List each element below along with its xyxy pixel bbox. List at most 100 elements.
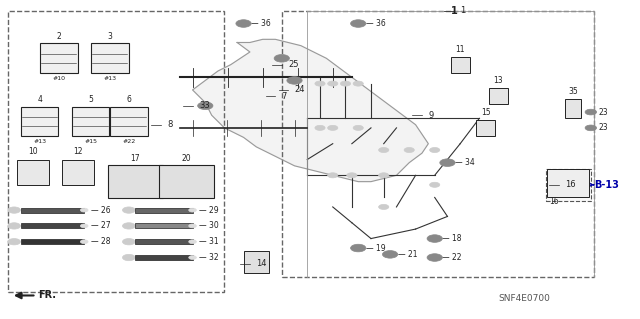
Text: 35: 35 xyxy=(569,87,579,96)
Text: 9: 9 xyxy=(428,111,433,120)
Text: — 34: — 34 xyxy=(455,158,475,167)
Bar xyxy=(17,160,49,185)
Text: 10: 10 xyxy=(28,147,38,156)
Circle shape xyxy=(427,254,442,261)
Circle shape xyxy=(122,223,135,229)
Text: — 26: — 26 xyxy=(91,206,110,215)
Text: 11: 11 xyxy=(456,45,465,54)
Bar xyxy=(282,11,594,277)
Text: 24: 24 xyxy=(294,85,305,94)
Bar xyxy=(20,239,84,244)
FancyBboxPatch shape xyxy=(40,43,77,73)
Circle shape xyxy=(427,235,442,242)
Circle shape xyxy=(8,239,20,245)
Bar xyxy=(135,223,193,228)
Text: 1: 1 xyxy=(451,6,457,16)
Circle shape xyxy=(274,55,289,62)
Text: 25: 25 xyxy=(288,60,299,69)
Text: #10: #10 xyxy=(52,76,65,81)
Text: — 31: — 31 xyxy=(199,237,218,246)
Text: — 36: — 36 xyxy=(251,19,271,28)
Bar xyxy=(489,88,508,104)
Text: #15: #15 xyxy=(84,139,97,144)
Text: 23: 23 xyxy=(598,108,608,116)
Text: 2: 2 xyxy=(56,32,61,41)
Circle shape xyxy=(353,81,364,86)
Text: 12: 12 xyxy=(73,147,83,156)
Circle shape xyxy=(328,81,338,86)
Text: 16: 16 xyxy=(549,197,559,206)
Text: #22: #22 xyxy=(122,139,136,144)
Circle shape xyxy=(379,173,389,178)
Bar xyxy=(62,160,94,185)
Text: — 27: — 27 xyxy=(91,221,110,230)
Circle shape xyxy=(189,256,196,259)
Circle shape xyxy=(8,207,20,213)
Text: — 22: — 22 xyxy=(442,253,462,262)
Text: 33: 33 xyxy=(199,101,210,110)
Bar xyxy=(244,251,269,273)
Text: 17: 17 xyxy=(131,154,140,163)
Text: 4: 4 xyxy=(37,95,42,104)
FancyBboxPatch shape xyxy=(91,43,129,73)
Circle shape xyxy=(189,224,196,228)
Text: 14: 14 xyxy=(256,259,267,268)
Circle shape xyxy=(122,207,135,213)
Circle shape xyxy=(440,159,455,167)
Circle shape xyxy=(429,147,440,152)
Bar xyxy=(135,239,193,244)
Circle shape xyxy=(347,173,357,178)
Text: — 21: — 21 xyxy=(397,250,417,259)
Text: — 29: — 29 xyxy=(199,206,218,215)
Bar xyxy=(135,208,193,213)
Bar xyxy=(546,169,591,201)
Circle shape xyxy=(315,125,325,130)
Text: SNF4E0700: SNF4E0700 xyxy=(499,294,550,303)
Circle shape xyxy=(122,254,135,261)
FancyBboxPatch shape xyxy=(108,165,163,198)
FancyBboxPatch shape xyxy=(159,165,214,198)
Text: #13: #13 xyxy=(103,76,116,81)
Circle shape xyxy=(328,125,338,130)
Bar xyxy=(135,255,193,260)
Bar xyxy=(20,208,84,213)
Circle shape xyxy=(189,240,196,244)
Bar xyxy=(476,120,495,136)
FancyBboxPatch shape xyxy=(110,107,148,137)
Bar xyxy=(20,223,84,228)
FancyBboxPatch shape xyxy=(72,107,109,137)
Circle shape xyxy=(353,125,364,130)
Bar xyxy=(8,11,225,292)
Circle shape xyxy=(287,77,302,84)
Text: 1: 1 xyxy=(460,6,465,15)
Circle shape xyxy=(328,173,338,178)
Circle shape xyxy=(236,20,251,27)
Circle shape xyxy=(340,81,351,86)
Circle shape xyxy=(585,109,596,115)
Bar xyxy=(451,57,470,72)
Text: — 36: — 36 xyxy=(366,19,386,28)
Text: 16: 16 xyxy=(565,180,576,189)
Text: 13: 13 xyxy=(493,76,503,85)
FancyBboxPatch shape xyxy=(21,107,58,137)
Circle shape xyxy=(81,240,88,244)
Circle shape xyxy=(383,250,397,258)
Text: — 18: — 18 xyxy=(442,234,462,243)
Circle shape xyxy=(351,244,366,252)
Circle shape xyxy=(429,182,440,187)
Text: 3: 3 xyxy=(108,32,112,41)
Text: 7: 7 xyxy=(282,92,287,101)
Circle shape xyxy=(189,208,196,212)
Text: 6: 6 xyxy=(126,95,131,104)
Text: 23: 23 xyxy=(598,123,608,132)
Circle shape xyxy=(81,208,88,212)
Text: — 19: — 19 xyxy=(366,243,385,253)
Polygon shape xyxy=(193,39,428,182)
Circle shape xyxy=(351,20,366,27)
Text: B-13: B-13 xyxy=(594,180,619,190)
Circle shape xyxy=(379,147,389,152)
Text: 5: 5 xyxy=(88,95,93,104)
Bar xyxy=(547,169,589,197)
Circle shape xyxy=(81,224,88,228)
Circle shape xyxy=(198,102,213,109)
